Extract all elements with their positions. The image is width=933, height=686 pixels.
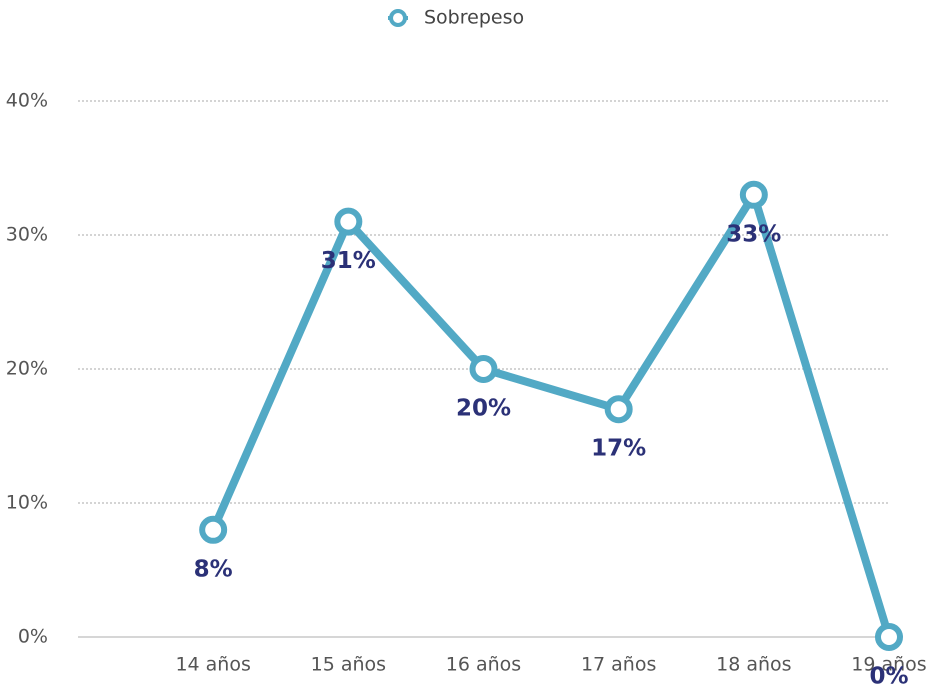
series-line bbox=[209, 190, 893, 639]
y-tick-label: 20% bbox=[6, 358, 48, 380]
y-tick-label: 10% bbox=[6, 492, 48, 514]
x-tick-label: 18 años bbox=[716, 654, 791, 676]
data-label: 0% bbox=[869, 664, 908, 686]
x-tick-label: 14 años bbox=[175, 654, 250, 676]
data-label: 8% bbox=[194, 556, 233, 582]
data-label: 31% bbox=[321, 248, 376, 274]
y-tick-label: 30% bbox=[6, 224, 48, 246]
legend-marker bbox=[389, 9, 407, 27]
y-tick-label: 0% bbox=[18, 626, 48, 648]
x-tick-label: 15 años bbox=[311, 654, 386, 676]
point-marker bbox=[604, 395, 633, 424]
data-label: 17% bbox=[591, 436, 646, 462]
x-tick-label: 17 años bbox=[581, 654, 656, 676]
legend-label: Sobrepeso bbox=[424, 7, 524, 29]
point-marker bbox=[739, 180, 768, 209]
x-tick-label: 16 años bbox=[446, 654, 521, 676]
point-marker bbox=[199, 515, 228, 544]
point-marker bbox=[334, 207, 363, 236]
data-label: 33% bbox=[726, 221, 781, 247]
data-label: 20% bbox=[456, 396, 511, 422]
point-marker bbox=[469, 355, 498, 383]
point-marker bbox=[875, 623, 903, 651]
x-tick-label: 19 años bbox=[851, 654, 926, 676]
y-tick-label: 40% bbox=[6, 90, 48, 112]
